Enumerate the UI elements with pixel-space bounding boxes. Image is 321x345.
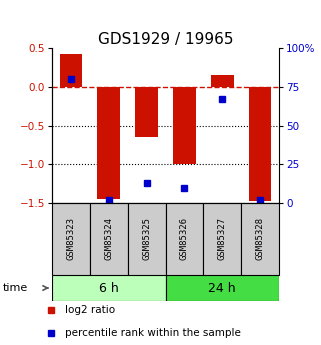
Bar xyxy=(211,75,234,87)
Text: GSM85328: GSM85328 xyxy=(256,217,265,260)
Text: GSM85326: GSM85326 xyxy=(180,217,189,260)
Bar xyxy=(52,275,166,301)
Bar xyxy=(135,87,158,137)
Text: time: time xyxy=(3,283,29,293)
Bar xyxy=(97,87,120,199)
Bar xyxy=(166,275,279,301)
Text: percentile rank within the sample: percentile rank within the sample xyxy=(65,327,241,337)
Bar xyxy=(241,203,279,275)
Bar xyxy=(128,203,166,275)
Bar xyxy=(249,87,272,201)
Bar xyxy=(203,203,241,275)
Bar xyxy=(173,87,196,164)
Bar xyxy=(52,203,90,275)
Title: GDS1929 / 19965: GDS1929 / 19965 xyxy=(98,32,233,47)
Text: GSM85323: GSM85323 xyxy=(66,217,75,260)
Text: log2 ratio: log2 ratio xyxy=(65,305,115,315)
Text: GSM85325: GSM85325 xyxy=(142,217,151,260)
Bar xyxy=(90,203,128,275)
Bar xyxy=(60,54,82,87)
Text: GSM85324: GSM85324 xyxy=(104,217,113,260)
Text: 6 h: 6 h xyxy=(99,282,119,295)
Bar xyxy=(166,203,203,275)
Text: 24 h: 24 h xyxy=(208,282,236,295)
Text: GSM85327: GSM85327 xyxy=(218,217,227,260)
